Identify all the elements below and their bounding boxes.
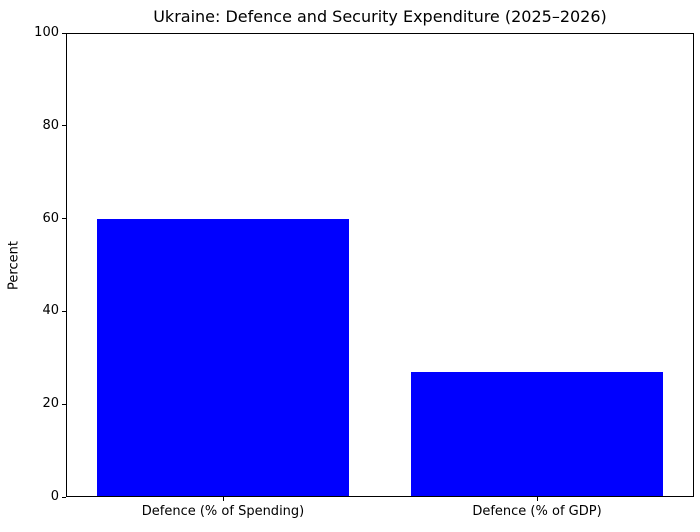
y-tick-mark xyxy=(62,403,66,405)
y-tick-mark xyxy=(62,218,66,220)
y-tick-label: 60 xyxy=(42,210,59,226)
y-tick-label: 20 xyxy=(42,396,59,412)
y-tick-mark xyxy=(62,125,66,127)
y-tick-mark xyxy=(62,310,66,312)
y-tick-mark xyxy=(62,32,66,34)
y-tick-label: 40 xyxy=(42,303,59,319)
bar-1 xyxy=(97,218,349,496)
x-tick-label: Defence (% of GDP) xyxy=(472,504,602,519)
x-tick-mark xyxy=(536,497,538,501)
x-tick-mark xyxy=(222,497,224,501)
y-tick-label: 80 xyxy=(42,117,59,133)
x-tick-label: Defence (% of Spending) xyxy=(141,504,305,519)
chart-title: Ukraine: Defence and Security Expenditur… xyxy=(153,7,607,26)
y-tick-label: 0 xyxy=(50,489,59,504)
y-tick-mark xyxy=(62,496,66,498)
bar-2 xyxy=(411,371,663,496)
y-tick-label: 100 xyxy=(34,25,59,40)
